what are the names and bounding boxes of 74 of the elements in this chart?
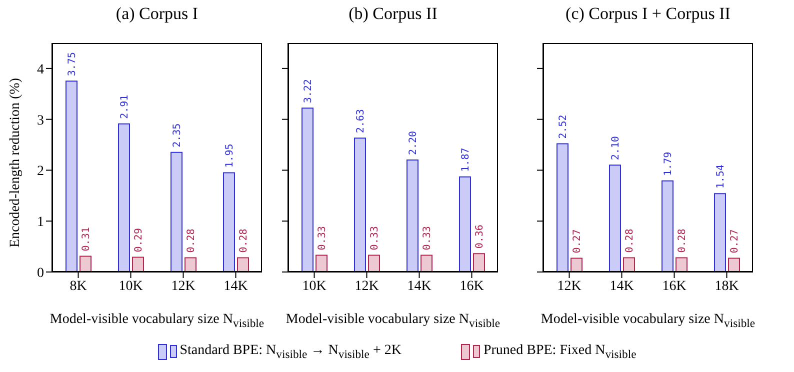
y-tick-label: 2: [37, 164, 44, 180]
data-label: 0.33: [422, 226, 433, 250]
bar: [728, 258, 740, 272]
data-label: 0.28: [186, 228, 197, 253]
legend-label: Standard BPE: N$_{visible}$ → N$_{visible}$ + 2K: [180, 343, 402, 361]
data-label: 1.87: [460, 148, 472, 172]
y-tick-label: 4: [37, 62, 44, 78]
x-tick-label: 18K: [714, 278, 739, 294]
bar: [556, 143, 568, 272]
legend-label: Pruned BPE: Fixed N$_{visible}$: [483, 343, 636, 361]
data-label: 0.28: [238, 228, 250, 253]
data-label: 3.75: [67, 52, 78, 76]
bar: [302, 108, 314, 272]
bar: [662, 180, 674, 272]
y-tick-label: 1: [37, 215, 44, 230]
data-label: 2.35: [172, 123, 183, 148]
chart-title: (c) Corpus I + Corpus II: [564, 4, 732, 24]
data-label: 0.28: [624, 228, 636, 253]
chart-title: (a) Corpus I: [114, 4, 200, 24]
bar: [80, 256, 92, 272]
x-tick-label: 14K: [224, 278, 248, 294]
chart-title: (b) Corpus II: [348, 4, 438, 24]
x-tick-label: 12K: [354, 278, 379, 294]
x-tick-label: 10K: [302, 278, 326, 294]
bar: [623, 257, 635, 272]
x-tick-label: 16K: [662, 278, 686, 294]
bar: [316, 254, 328, 272]
data-label: 0.31: [81, 227, 92, 252]
x-tick-label: 10K: [118, 278, 143, 294]
x-tick-label: 14K: [407, 278, 432, 294]
data-label: 2.20: [408, 130, 419, 156]
bar: [66, 80, 78, 272]
data-label: 2.63: [356, 109, 366, 134]
bar: [676, 257, 688, 272]
x-axis-title: Model-visible vocabulary size N$_{visible}$: [540, 312, 756, 330]
data-label: 2.91: [120, 94, 130, 119]
bar: [420, 254, 432, 272]
bar: [237, 257, 249, 272]
bar: [570, 258, 582, 272]
bar: [714, 193, 726, 272]
x-tick-label: 12K: [171, 278, 196, 294]
bar: [118, 123, 130, 272]
bar: [184, 257, 196, 272]
y-axis-title: Encoded-length reduction (%): [8, 78, 23, 248]
bar: [406, 160, 418, 272]
x-tick-label: 16K: [460, 278, 484, 294]
data-label: 0.28: [677, 228, 688, 253]
bar: [223, 172, 235, 272]
data-label: 0.33: [317, 226, 328, 250]
data-label: 1.54: [716, 164, 726, 189]
x-tick-label: 12K: [557, 278, 582, 294]
x-tick-label: 8K: [70, 278, 87, 294]
bar: [473, 253, 485, 272]
data-label: 1.79: [663, 152, 674, 176]
data-label: 2.10: [610, 136, 622, 160]
bar: [459, 176, 471, 272]
data-label: 0.29: [134, 228, 144, 252]
data-label: 1.95: [224, 144, 236, 168]
x-axis-title: Model-visible vocabulary size N$_{visible}$: [286, 312, 500, 330]
x-axis-title: Model-visible vocabulary size N$_{visible}$: [50, 312, 264, 330]
data-label: 0.27: [572, 229, 583, 254]
bar: [354, 138, 366, 272]
data-label: 0.27: [730, 229, 740, 254]
x-tick-label: 14K: [610, 278, 634, 294]
bar: [170, 152, 182, 272]
bar: [609, 164, 621, 272]
data-label: 0.33: [370, 226, 380, 250]
data-label: 0.36: [474, 224, 486, 249]
y-tick-label: 0: [37, 266, 44, 281]
data-label: 3.22: [303, 79, 314, 104]
bar: [132, 256, 144, 272]
data-label: 2.52: [558, 114, 569, 139]
y-tick-label: 3: [37, 113, 44, 128]
bar: [368, 254, 380, 272]
